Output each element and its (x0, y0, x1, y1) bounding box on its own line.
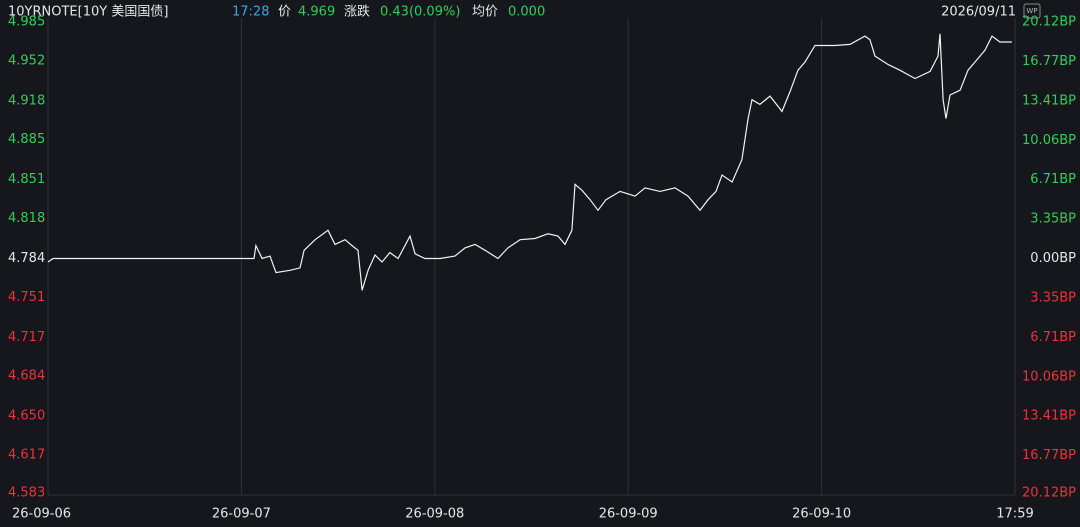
price-line (47, 33, 1012, 291)
y-tick-label: 4.952 (8, 53, 45, 68)
badge: WP (1026, 7, 1037, 15)
y-tick-label: 4.717 (8, 330, 45, 345)
y2-tick-label: 20.12BP (1022, 486, 1076, 501)
avg-label: 均价 (472, 5, 498, 20)
y2-tick-label: 20.12BP (1022, 15, 1076, 30)
y2-tick-label: 6.71BP (1030, 172, 1076, 187)
y-tick-label: 4.885 (8, 132, 45, 147)
x-tick-label: 26-09-06 (12, 507, 71, 522)
x-tick-label: 26-09-07 (212, 507, 271, 522)
change: 0.43(0.09%) (380, 5, 460, 20)
y2-tick-label: 0.00BP (1030, 251, 1076, 266)
y2-tick-label: 10.06BP (1022, 369, 1076, 384)
y-tick-label: 4.851 (8, 172, 45, 187)
y2-tick-label: 3.35BP (1030, 290, 1076, 305)
x-tick-label: 17:59 (996, 507, 1033, 522)
y-tick-label: 4.751 (8, 290, 45, 305)
price-label: 价 (278, 5, 291, 20)
time: 17:28 (232, 5, 269, 20)
y2-tick-label: 13.41BP (1022, 409, 1076, 424)
avg: 0.000 (508, 5, 545, 20)
symbol: 10YRNOTE[10Y 美国国债] (8, 5, 168, 20)
y-tick-label: 4.784 (8, 251, 45, 266)
x-tick-label: 26-09-10 (792, 507, 851, 522)
y-tick-label: 4.583 (8, 486, 45, 501)
x-tick-label: 26-09-08 (405, 507, 464, 522)
y2-tick-label: 16.77BP (1022, 448, 1076, 463)
badge-frame (1023, 3, 1041, 19)
date: 2026/09/11 (941, 5, 1016, 20)
y2-tick-label: 6.71BP (1030, 330, 1076, 345)
y-tick-label: 4.650 (8, 409, 45, 424)
x-tick-label: 26-09-09 (599, 507, 658, 522)
y2-tick-label: 3.35BP (1030, 212, 1076, 227)
y2-tick-label: 10.06BP (1022, 133, 1076, 148)
y-tick-label: 4.918 (8, 93, 45, 108)
y-tick-label: 4.684 (8, 369, 45, 384)
y-tick-label: 4.818 (8, 211, 45, 226)
price: 4.969 (298, 5, 335, 20)
change-label: 涨跌 (344, 4, 370, 20)
y2-tick-label: 16.77BP (1022, 54, 1076, 69)
y-tick-label: 4.617 (8, 447, 45, 462)
y-tick-label: 4.985 (8, 15, 45, 30)
y2-tick-label: 13.41BP (1022, 93, 1076, 108)
